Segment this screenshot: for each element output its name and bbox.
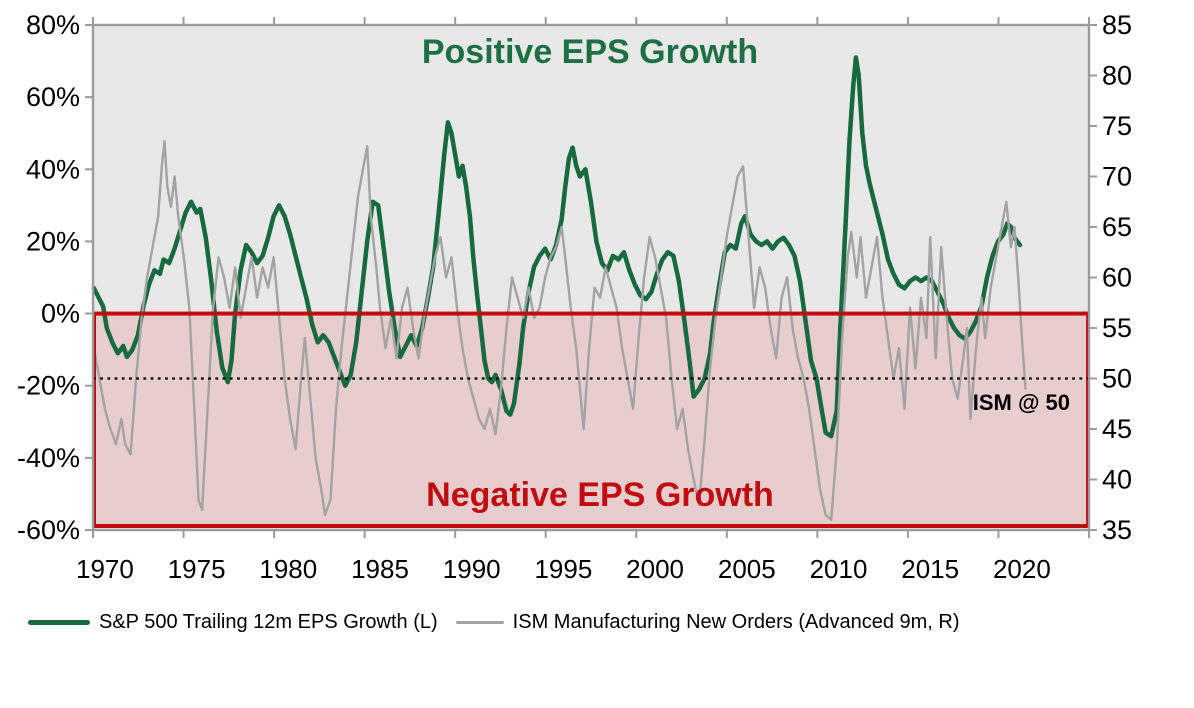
x-axis-tick-label: 2005 xyxy=(718,554,776,584)
right-axis-tick-label: 70 xyxy=(1102,162,1132,192)
right-axis-tick-label: 85 xyxy=(1102,10,1132,40)
ism-50-reference-label: ISM @ 50 xyxy=(972,390,1070,415)
legend-label-ism: ISM Manufacturing New Orders (Advanced 9… xyxy=(512,610,960,633)
right-axis-tick-label: 40 xyxy=(1102,465,1132,495)
legend-item-eps: S&P 500 Trailing 12m EPS Growth (L) xyxy=(28,611,438,634)
legend: S&P 500 Trailing 12m EPS Growth (L) ISM … xyxy=(28,606,1178,638)
left-axis-tick-label: 80% xyxy=(26,10,80,40)
right-axis-tick-label: 45 xyxy=(1102,414,1132,444)
x-axis-tick-label: 1975 xyxy=(168,554,226,584)
left-axis-tick-label: 60% xyxy=(26,82,80,112)
x-axis-tick-label: 2000 xyxy=(626,554,684,584)
right-axis-tick-label: 60 xyxy=(1102,263,1132,293)
legend-item-ism: ISM Manufacturing New Orders (Advanced 9… xyxy=(455,610,960,634)
eps-line-swatch xyxy=(28,619,90,625)
series-line-ism-new-orders xyxy=(92,139,1027,522)
negative-region-shading xyxy=(93,313,1089,526)
left-axis-tick-label: 20% xyxy=(26,226,80,256)
positive-region-label: Positive EPS Growth xyxy=(421,33,759,71)
ism-line-swatch xyxy=(455,620,504,624)
right-axis-tick-label: 65 xyxy=(1102,212,1132,242)
right-axis-tick-label: 75 xyxy=(1102,111,1132,141)
right-axis-tick-label: 50 xyxy=(1102,364,1132,394)
x-axis-tick-label: 1980 xyxy=(259,554,317,584)
right-axis-tick-label: 35 xyxy=(1102,515,1132,545)
right-axis-tick-label: 55 xyxy=(1102,313,1132,343)
plot-area: 80% 60% 40% 20% 0% -20% -40% -60% 85 80 75 70 65 60 55… xyxy=(17,10,1132,584)
legend-label-eps: S&P 500 Trailing 12m EPS Growth (L) xyxy=(99,610,438,633)
left-axis-tick-label: -20% xyxy=(17,371,80,401)
right-axis-tick-label: 80 xyxy=(1102,61,1132,91)
x-axis-tick-label: 1990 xyxy=(443,554,501,584)
negative-region-label: Negative EPS Growth xyxy=(426,476,774,514)
x-axis-tick-label: 1995 xyxy=(534,554,592,584)
x-axis-tick-label: 2010 xyxy=(810,554,868,584)
x-axis-tick-label: 1970 xyxy=(76,554,134,584)
left-axis-tick-label: -60% xyxy=(17,515,80,545)
left-axis-tick-label: 40% xyxy=(26,154,80,184)
left-axis-tick-label: 0% xyxy=(41,299,80,329)
x-axis-tick-label: 1985 xyxy=(351,554,409,584)
left-axis-tick-label: -40% xyxy=(17,443,80,473)
x-axis-tick-label: 2020 xyxy=(993,554,1051,584)
x-axis-tick-label: 2015 xyxy=(901,554,959,584)
